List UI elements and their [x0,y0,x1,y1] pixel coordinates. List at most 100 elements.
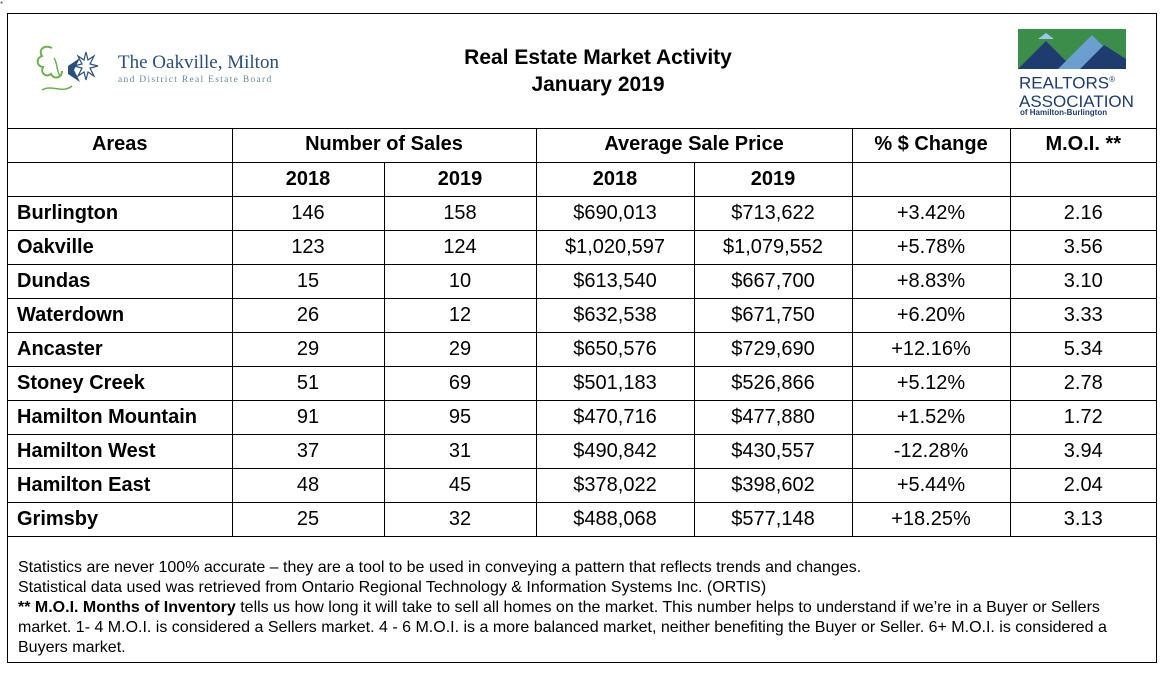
row-area: Oakville [8,229,233,265]
row-percent-change: +18.25% [851,501,1011,537]
row-moi: 2.04 [1009,467,1157,503]
subheader-price-2018: 2018 [535,161,695,197]
table-row: Hamilton Mountain 91 95 $470,716 $477,880 +1.… [8,399,1157,435]
header-areas: Areas [8,128,233,163]
row-percent-change: +3.42% [851,195,1011,231]
realtors-house-icon [1018,29,1126,69]
table-body: Burlington 146 158 $690,013 $713,622 +3.42% 2.… [8,195,1157,537]
row-area: Hamilton East [8,467,233,503]
row-area: Waterdown [8,297,233,333]
row-percent-change: +12.16% [851,331,1011,367]
row-price-2019: $667,700 [693,263,853,299]
row-sales-2019: 31 [383,433,537,469]
subheader-sales-2019: 2019 [383,161,537,197]
row-price-2019: $1,079,552 [693,229,853,265]
row-percent-change: +1.52% [851,399,1011,435]
row-area: Dundas [8,263,233,299]
row-area: Hamilton Mountain [8,399,233,435]
report-header: The Oakville, Milton and District Real E… [8,14,1156,129]
subheader-empty [1009,161,1157,197]
row-price-2019: $526,866 [693,365,853,401]
row-sales-2019: 124 [383,229,537,265]
row-price-2018: $613,540 [535,263,695,299]
row-sales-2019: 45 [383,467,537,503]
table-row: Ancaster 29 29 $650,576 $729,690 +12.16% 5.34 [8,331,1157,367]
header-moi: M.O.I. ** [1009,128,1157,163]
row-percent-change: +5.12% [851,365,1011,401]
row-percent-change: +6.20% [851,297,1011,333]
row-area: Grimsby [8,501,233,537]
row-sales-2018: 37 [231,433,385,469]
subheader-empty [851,161,1011,197]
table-row: Waterdown 26 12 $632,538 $671,750 +6.20% 3.33 [8,297,1157,333]
corner-mark: * [0,0,4,9]
row-area: Stoney Creek [8,365,233,401]
row-moi: 1.72 [1009,399,1157,435]
market-activity-table: Areas Number of Sales Average Sale Price… [8,128,1157,537]
header-average-sale-price: Average Sale Price [535,128,853,163]
row-sales-2018: 123 [231,229,385,265]
realtors-name: REALTORS® ASSOCIATION [1019,71,1134,111]
row-moi: 3.33 [1009,297,1157,333]
table-subheader-row: 2018 2019 2018 2019 [8,161,1157,197]
row-price-2018: $650,576 [535,331,695,367]
row-sales-2018: 51 [231,365,385,401]
row-price-2019: $713,622 [693,195,853,231]
row-price-2018: $632,538 [535,297,695,333]
row-price-2018: $378,022 [535,467,695,503]
table-row: Dundas 15 10 $613,540 $667,700 +8.83% 3.10 [8,263,1157,299]
oakville-board-name: The Oakville, Milton [118,52,279,73]
table-row: Grimsby 25 32 $488,068 $577,148 +18.25% 3.13 [8,501,1157,537]
table-row: Burlington 146 158 $690,013 $713,622 +3.42% 2.… [8,195,1157,231]
row-sales-2019: 32 [383,501,537,537]
footer-moi-note: ** M.O.I. Months of Inventory tells us h… [18,598,1146,658]
row-sales-2018: 48 [231,467,385,503]
row-area: Hamilton West [8,433,233,469]
row-percent-change: +8.83% [851,263,1011,299]
row-sales-2019: 12 [383,297,537,333]
row-sales-2018: 146 [231,195,385,231]
row-moi: 3.10 [1009,263,1157,299]
row-sales-2018: 91 [231,399,385,435]
table-row: Oakville 123 124 $1,020,597 $1,079,552 +5.78%… [8,229,1157,265]
footer-moi-text: tells us how long it will take to sell a… [18,599,1107,656]
row-area: Burlington [8,195,233,231]
header-percent-change: % $ Change [851,128,1011,163]
subheader-price-2019: 2019 [693,161,853,197]
row-percent-change: +5.44% [851,467,1011,503]
report-title-line2: January 2019 [531,73,665,96]
row-moi: 3.94 [1009,433,1157,469]
row-sales-2018: 26 [231,297,385,333]
realtors-name-line1: REALTORS [1019,73,1110,93]
row-moi: 2.16 [1009,195,1157,231]
realtors-association-logo: REALTORS® ASSOCIATION of Hamilton-Burlin… [1018,29,1134,121]
row-price-2018: $501,183 [535,365,695,401]
table-row: Hamilton East 48 45 $378,022 $398,602 +5.44% 2… [8,467,1157,503]
row-price-2019: $729,690 [693,331,853,367]
row-moi: 5.34 [1009,331,1157,367]
report-footer: Statistics are never 100% accurate – the… [8,554,1156,658]
realtors-name-line2: ASSOCIATION [1019,91,1134,111]
row-price-2019: $477,880 [693,399,853,435]
row-price-2018: $690,013 [535,195,695,231]
subheader-empty [8,161,233,197]
oakville-board-logo: The Oakville, Milton and District Real E… [32,40,332,100]
subheader-sales-2018: 2018 [231,161,385,197]
realtors-subtitle: of Hamilton-Burlington [1020,108,1108,117]
row-area: Ancaster [8,331,233,367]
report-frame: The Oakville, Milton and District Real E… [7,13,1157,663]
row-price-2019: $398,602 [693,467,853,503]
row-price-2018: $490,842 [535,433,695,469]
row-percent-change: -12.28% [851,433,1011,469]
header-number-of-sales: Number of Sales [231,128,537,163]
row-sales-2019: 95 [383,399,537,435]
footer-accuracy-note: Statistics are never 100% accurate – the… [18,559,862,576]
row-price-2018: $1,020,597 [535,229,695,265]
row-moi: 3.13 [1009,501,1157,537]
row-price-2019: $577,148 [693,501,853,537]
row-sales-2018: 25 [231,501,385,537]
table-row: Stoney Creek 51 69 $501,183 $526,866 +5.12% 2.… [8,365,1157,401]
report-title: Real Estate Market Activity January 2019 [388,44,808,98]
row-sales-2019: 158 [383,195,537,231]
row-sales-2018: 15 [231,263,385,299]
